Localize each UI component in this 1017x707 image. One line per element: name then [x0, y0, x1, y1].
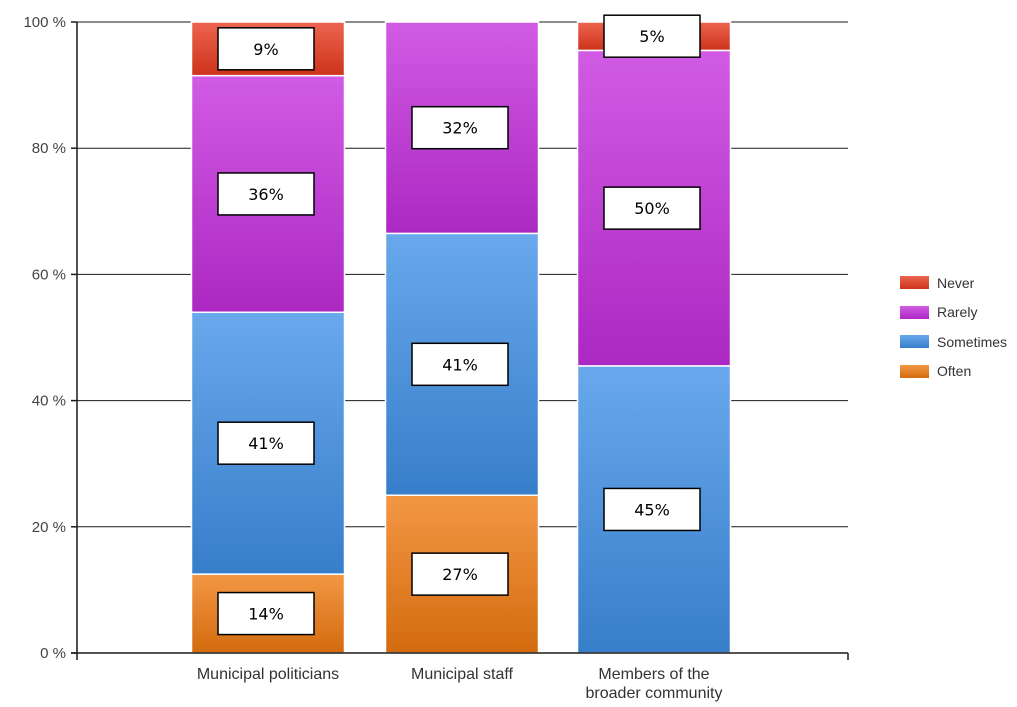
- axes: 0 % 20 % 40 % 60 % 80 % 100 % Municipal politi…: [23, 14, 849, 702]
- data-label-box: [411, 105, 509, 150]
- x-category-label: Members of the: [598, 666, 709, 683]
- legend-item-often: Often: [900, 357, 1007, 387]
- data-label: 36%: [248, 185, 284, 204]
- y-tick-label: 40 %: [32, 393, 66, 410]
- legend-label: Never: [937, 274, 975, 291]
- data-label-box: [603, 14, 701, 58]
- y-tick-label: 100 %: [23, 14, 66, 31]
- data-label: 41%: [248, 434, 284, 453]
- legend-item-never: Never: [900, 268, 1007, 298]
- data-label-box: [603, 487, 701, 532]
- data-label: 5%: [639, 27, 664, 46]
- legend-swatch: [900, 364, 929, 378]
- data-labels: 14% 41% 36% 9% 27% 41% 32% 45% 50% 5%: [217, 14, 701, 636]
- legend: Never Rarely Sometimes Often: [900, 268, 1007, 386]
- legend-item-sometimes: Sometimes: [900, 327, 1007, 357]
- data-label-box: [411, 342, 509, 387]
- data-label: 9%: [253, 40, 278, 59]
- x-category-label: Municipal politicians: [197, 666, 339, 683]
- data-label-box: [411, 552, 509, 596]
- data-label: 41%: [442, 355, 478, 374]
- y-tick-label: 60 %: [32, 266, 66, 283]
- legend-label: Often: [937, 363, 972, 380]
- legend-swatch: [900, 305, 929, 319]
- legend-item-rarely: Rarely: [900, 298, 1007, 328]
- y-tick-label: 20 %: [32, 519, 66, 536]
- data-label: 27%: [442, 565, 478, 584]
- data-label-box: [603, 186, 701, 230]
- x-category-label: broader community: [586, 685, 723, 702]
- y-tick-label: 80 %: [32, 140, 66, 157]
- x-category-label: Municipal staff: [411, 666, 514, 683]
- data-label: 14%: [248, 605, 284, 624]
- legend-label: Rarely: [937, 304, 978, 321]
- data-label-box: [217, 421, 315, 465]
- data-label-box: [217, 27, 315, 71]
- data-label: 45%: [634, 500, 670, 519]
- data-label: 50%: [634, 199, 670, 218]
- legend-label: Sometimes: [937, 333, 1008, 350]
- legend-swatch: [900, 335, 929, 349]
- data-label: 32%: [442, 119, 478, 138]
- y-tick-label: 0 %: [40, 645, 66, 662]
- data-label-box: [217, 172, 315, 216]
- legend-swatch: [900, 276, 929, 290]
- data-label-box: [217, 591, 315, 636]
